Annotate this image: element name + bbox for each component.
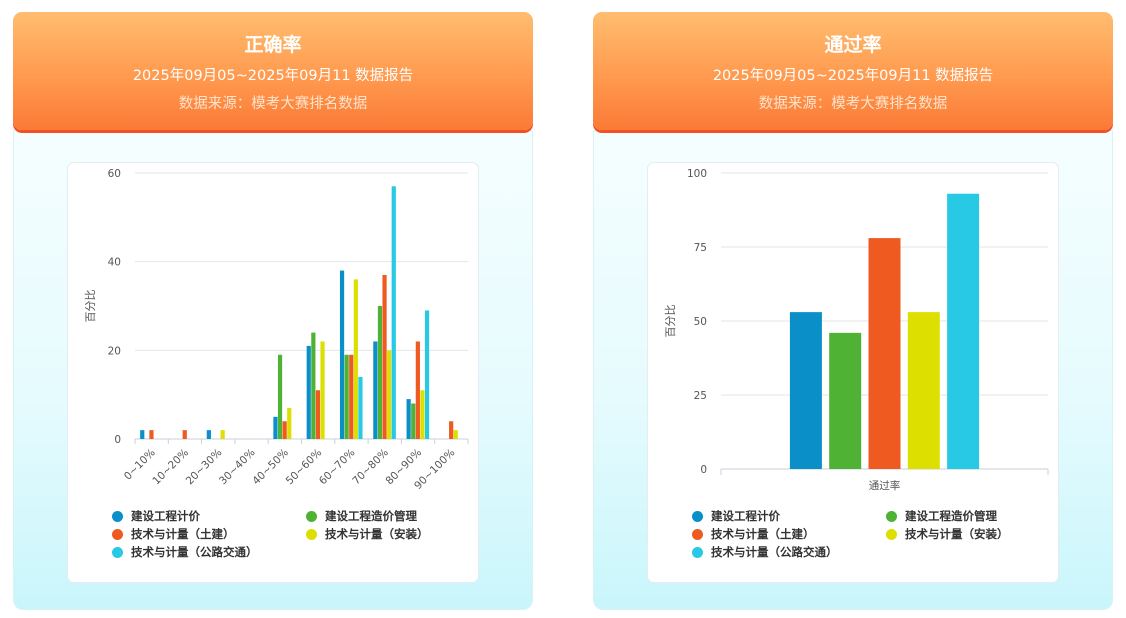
pass-rate-legend-item[interactable]: 技术与计量（公路交通）	[692, 544, 838, 560]
bar-series-3	[907, 312, 940, 469]
bar-series-2	[349, 354, 354, 439]
y-axis-title: 百分比	[664, 305, 677, 338]
y-axis-title: 百分比	[84, 290, 97, 323]
legend-label: 技术与计量（安装）	[325, 527, 429, 541]
pass-rate-data-source: 数据来源：模考大赛排名数据	[758, 96, 948, 112]
legend-label: 技术与计量（公路交通）	[131, 545, 258, 559]
bar-series-4	[391, 186, 396, 439]
y-tick-label: 60	[108, 168, 121, 180]
pass-rate-chart-panel: 0 25 50 75 100 百分比通过率 建设工程计价 建设工程造价管理技术与计量（土建）…	[647, 162, 1059, 583]
pass-rate-title: 通过率	[824, 34, 882, 56]
legend-dot-icon	[112, 528, 123, 540]
bar-series-4	[424, 310, 430, 439]
legend-label: 建设工程计价	[131, 509, 200, 523]
legend-dot-icon	[112, 546, 123, 558]
bar-series-1	[344, 354, 349, 439]
legend-label: 技术与计量（土建）	[711, 527, 815, 541]
bar-series-2	[868, 238, 901, 469]
bar-series-2	[282, 421, 287, 439]
bar-series-3	[220, 430, 225, 439]
accuracy-legend-item[interactable]: 技术与计量（安装）	[306, 526, 429, 542]
bar-series-0	[789, 312, 822, 469]
bar-series-0	[206, 430, 211, 439]
bar-series-2	[382, 274, 387, 439]
pass-rate-card: 通过率 2025年09月05~2025年09月11 数据报告 数据来源：模考大赛…	[593, 12, 1113, 610]
bar-series-2	[182, 430, 187, 439]
accuracy-data-source: 数据来源：模考大赛排名数据	[178, 96, 368, 112]
bar-series-0	[306, 345, 311, 439]
legend-dot-icon	[306, 510, 317, 522]
accuracy-header: 正确率 2025年09月05~2025年09月11 数据报告 数据来源：模考大赛…	[13, 12, 533, 130]
legend-label: 技术与计量（安装）	[905, 527, 1009, 541]
bar-series-1	[311, 332, 316, 439]
bar-series-3	[353, 279, 358, 439]
pass-rate-date-range: 2025年09月05~2025年09月11 数据报告	[712, 68, 994, 84]
legend-label: 技术与计量（土建）	[131, 527, 235, 541]
y-tick-label: 50	[694, 316, 707, 328]
bar-series-0	[406, 399, 411, 439]
bar-series-3	[320, 341, 325, 439]
bar-series-1	[829, 332, 862, 469]
accuracy-date-range: 2025年09月05~2025年09月11 数据报告	[132, 68, 414, 84]
accuracy-legend-item[interactable]: 建设工程造价管理	[306, 508, 417, 524]
legend-dot-icon	[692, 546, 703, 558]
accuracy-legend-item[interactable]: 建设工程计价	[112, 508, 200, 524]
accuracy-chart: 0204060百分比0~10%10~20%20~30%30~40%40~50%5…	[84, 168, 469, 492]
legend-label: 建设工程计价	[711, 509, 780, 523]
y-tick-label: 40	[108, 257, 121, 269]
bar-series-3	[420, 390, 425, 439]
legend-label: 建设工程造价管理	[325, 509, 417, 523]
legend-label: 技术与计量（公路交通）	[711, 545, 838, 559]
legend-dot-icon	[112, 510, 123, 522]
bar-series-1	[377, 306, 383, 439]
bar-series-0	[373, 341, 378, 439]
bar-series-3	[387, 350, 392, 439]
accuracy-card: 正确率 2025年09月05~2025年09月11 数据报告 数据来源：模考大赛…	[13, 12, 533, 610]
y-tick-label: 25	[694, 390, 707, 402]
legend-dot-icon	[306, 528, 317, 540]
bar-series-2	[315, 390, 321, 439]
legend-dot-icon	[692, 528, 703, 540]
bar-series-0	[273, 416, 278, 439]
pass-rate-legend-item[interactable]: 建设工程造价管理	[886, 508, 997, 524]
y-tick-label: 0	[114, 434, 121, 446]
bar-series-0	[140, 430, 145, 439]
pass-rate-legend-item[interactable]: 技术与计量（安装）	[886, 526, 1009, 542]
bar-series-2	[415, 341, 420, 439]
legend-dot-icon	[692, 510, 703, 522]
legend-label: 建设工程造价管理	[905, 509, 997, 523]
bar-series-0	[339, 270, 345, 439]
y-tick-label: 0	[700, 464, 707, 476]
x-tick-label: 通过率	[869, 479, 901, 492]
pass-rate-legend-item[interactable]: 技术与计量（土建）	[692, 526, 815, 542]
bar-series-4	[947, 193, 980, 469]
bar-series-1	[277, 354, 283, 439]
accuracy-legend-item[interactable]: 技术与计量（土建）	[112, 526, 235, 542]
bar-series-3	[453, 430, 458, 439]
legend-dot-icon	[886, 510, 897, 522]
bar-series-2	[149, 430, 154, 439]
accuracy-chart-panel: 0 20 40 60 百分比 0~10% 10~20% 20~30% 30~40% 40~50% 5…	[67, 162, 479, 583]
y-tick-label: 20	[108, 345, 121, 357]
pass-rate-header: 通过率 2025年09月05~2025年09月11 数据报告 数据来源：模考大赛…	[593, 12, 1113, 130]
pass-rate-legend-item[interactable]: 建设工程计价	[692, 508, 780, 524]
y-tick-label: 100	[687, 168, 707, 180]
accuracy-title: 正确率	[244, 34, 302, 56]
bar-series-4	[358, 376, 363, 439]
y-tick-label: 75	[694, 242, 707, 254]
bar-series-2	[449, 421, 454, 439]
bar-series-3	[287, 407, 292, 439]
bar-series-1	[411, 403, 416, 439]
legend-dot-icon	[886, 528, 897, 540]
accuracy-legend-item[interactable]: 技术与计量（公路交通）	[112, 544, 258, 560]
